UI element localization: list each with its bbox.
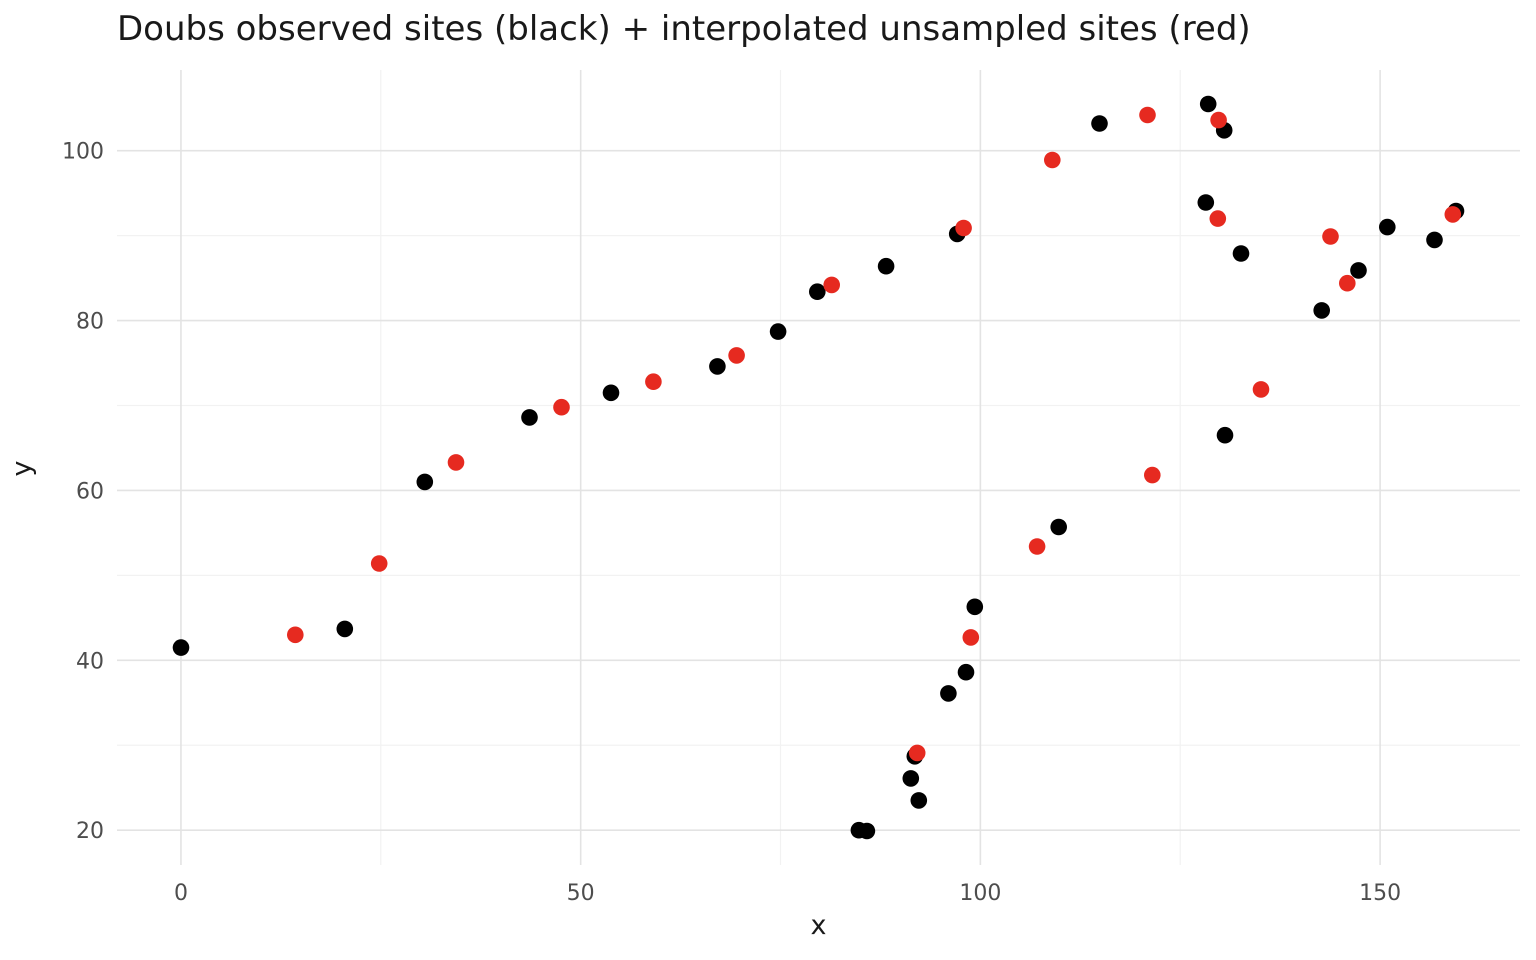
data-point-interpolated (1144, 466, 1161, 484)
data-point-observed (1050, 518, 1067, 536)
data-point-interpolated (962, 629, 980, 646)
data-point-observed (521, 409, 538, 426)
y-tick-label: 80 (76, 310, 104, 335)
x-tick-label: 50 (567, 881, 595, 906)
data-point-observed (877, 257, 895, 275)
data-point-observed (602, 384, 620, 402)
data-point-observed (336, 620, 354, 638)
data-point-interpolated (1322, 228, 1339, 245)
y-tick-label: 20 (76, 819, 104, 844)
data-point-interpolated (1044, 151, 1061, 169)
data-point-interpolated (1028, 538, 1046, 555)
data-point-observed (1091, 115, 1108, 132)
data-point-interpolated (1209, 210, 1227, 227)
data-point-interpolated (370, 555, 388, 572)
data-point-observed (1426, 231, 1443, 249)
data-point-observed (1199, 95, 1217, 113)
data-point-interpolated (955, 219, 972, 237)
x-tick-label: 150 (1359, 881, 1401, 906)
data-point-observed (809, 283, 826, 301)
data-point-interpolated (287, 626, 304, 644)
data-point-observed (850, 821, 868, 839)
data-point-interpolated (553, 398, 570, 416)
data-point-interpolated (645, 373, 662, 391)
data-point-observed (1232, 245, 1250, 262)
data-point-observed (709, 358, 726, 375)
data-point-observed (902, 770, 920, 787)
x-tick-label: 100 (959, 881, 1001, 906)
data-point-interpolated (1139, 106, 1156, 124)
data-point-observed (966, 598, 984, 616)
data-point-observed (416, 473, 434, 491)
data-point-interpolated (1339, 274, 1356, 292)
data-point-interpolated (1444, 206, 1462, 223)
data-point-observed (1379, 218, 1396, 236)
y-tick-label: 100 (62, 140, 104, 165)
y-tick-label: 40 (76, 649, 104, 674)
data-point-interpolated (1210, 111, 1227, 129)
data-point-observed (940, 685, 957, 702)
data-point-observed (910, 792, 928, 809)
data-point-interpolated (728, 347, 745, 364)
x-axis-title: x (810, 910, 827, 941)
data-point-observed (172, 639, 190, 656)
y-tick-label: 60 (76, 479, 104, 504)
data-point-interpolated (447, 454, 465, 471)
data-point-observed (1350, 262, 1367, 279)
data-point-observed (1197, 194, 1215, 211)
y-axis-title: y (6, 460, 38, 477)
chart-title: Doubs observed sites (black) + interpola… (117, 9, 1251, 49)
data-point-interpolated (908, 744, 926, 762)
data-point-observed (1216, 426, 1234, 444)
data-point-interpolated (823, 276, 840, 294)
data-point-observed (1313, 302, 1330, 319)
x-tick-label: 0 (174, 881, 188, 906)
data-point-observed (957, 663, 975, 681)
data-point-observed (769, 323, 787, 340)
data-point-interpolated (1252, 381, 1270, 398)
